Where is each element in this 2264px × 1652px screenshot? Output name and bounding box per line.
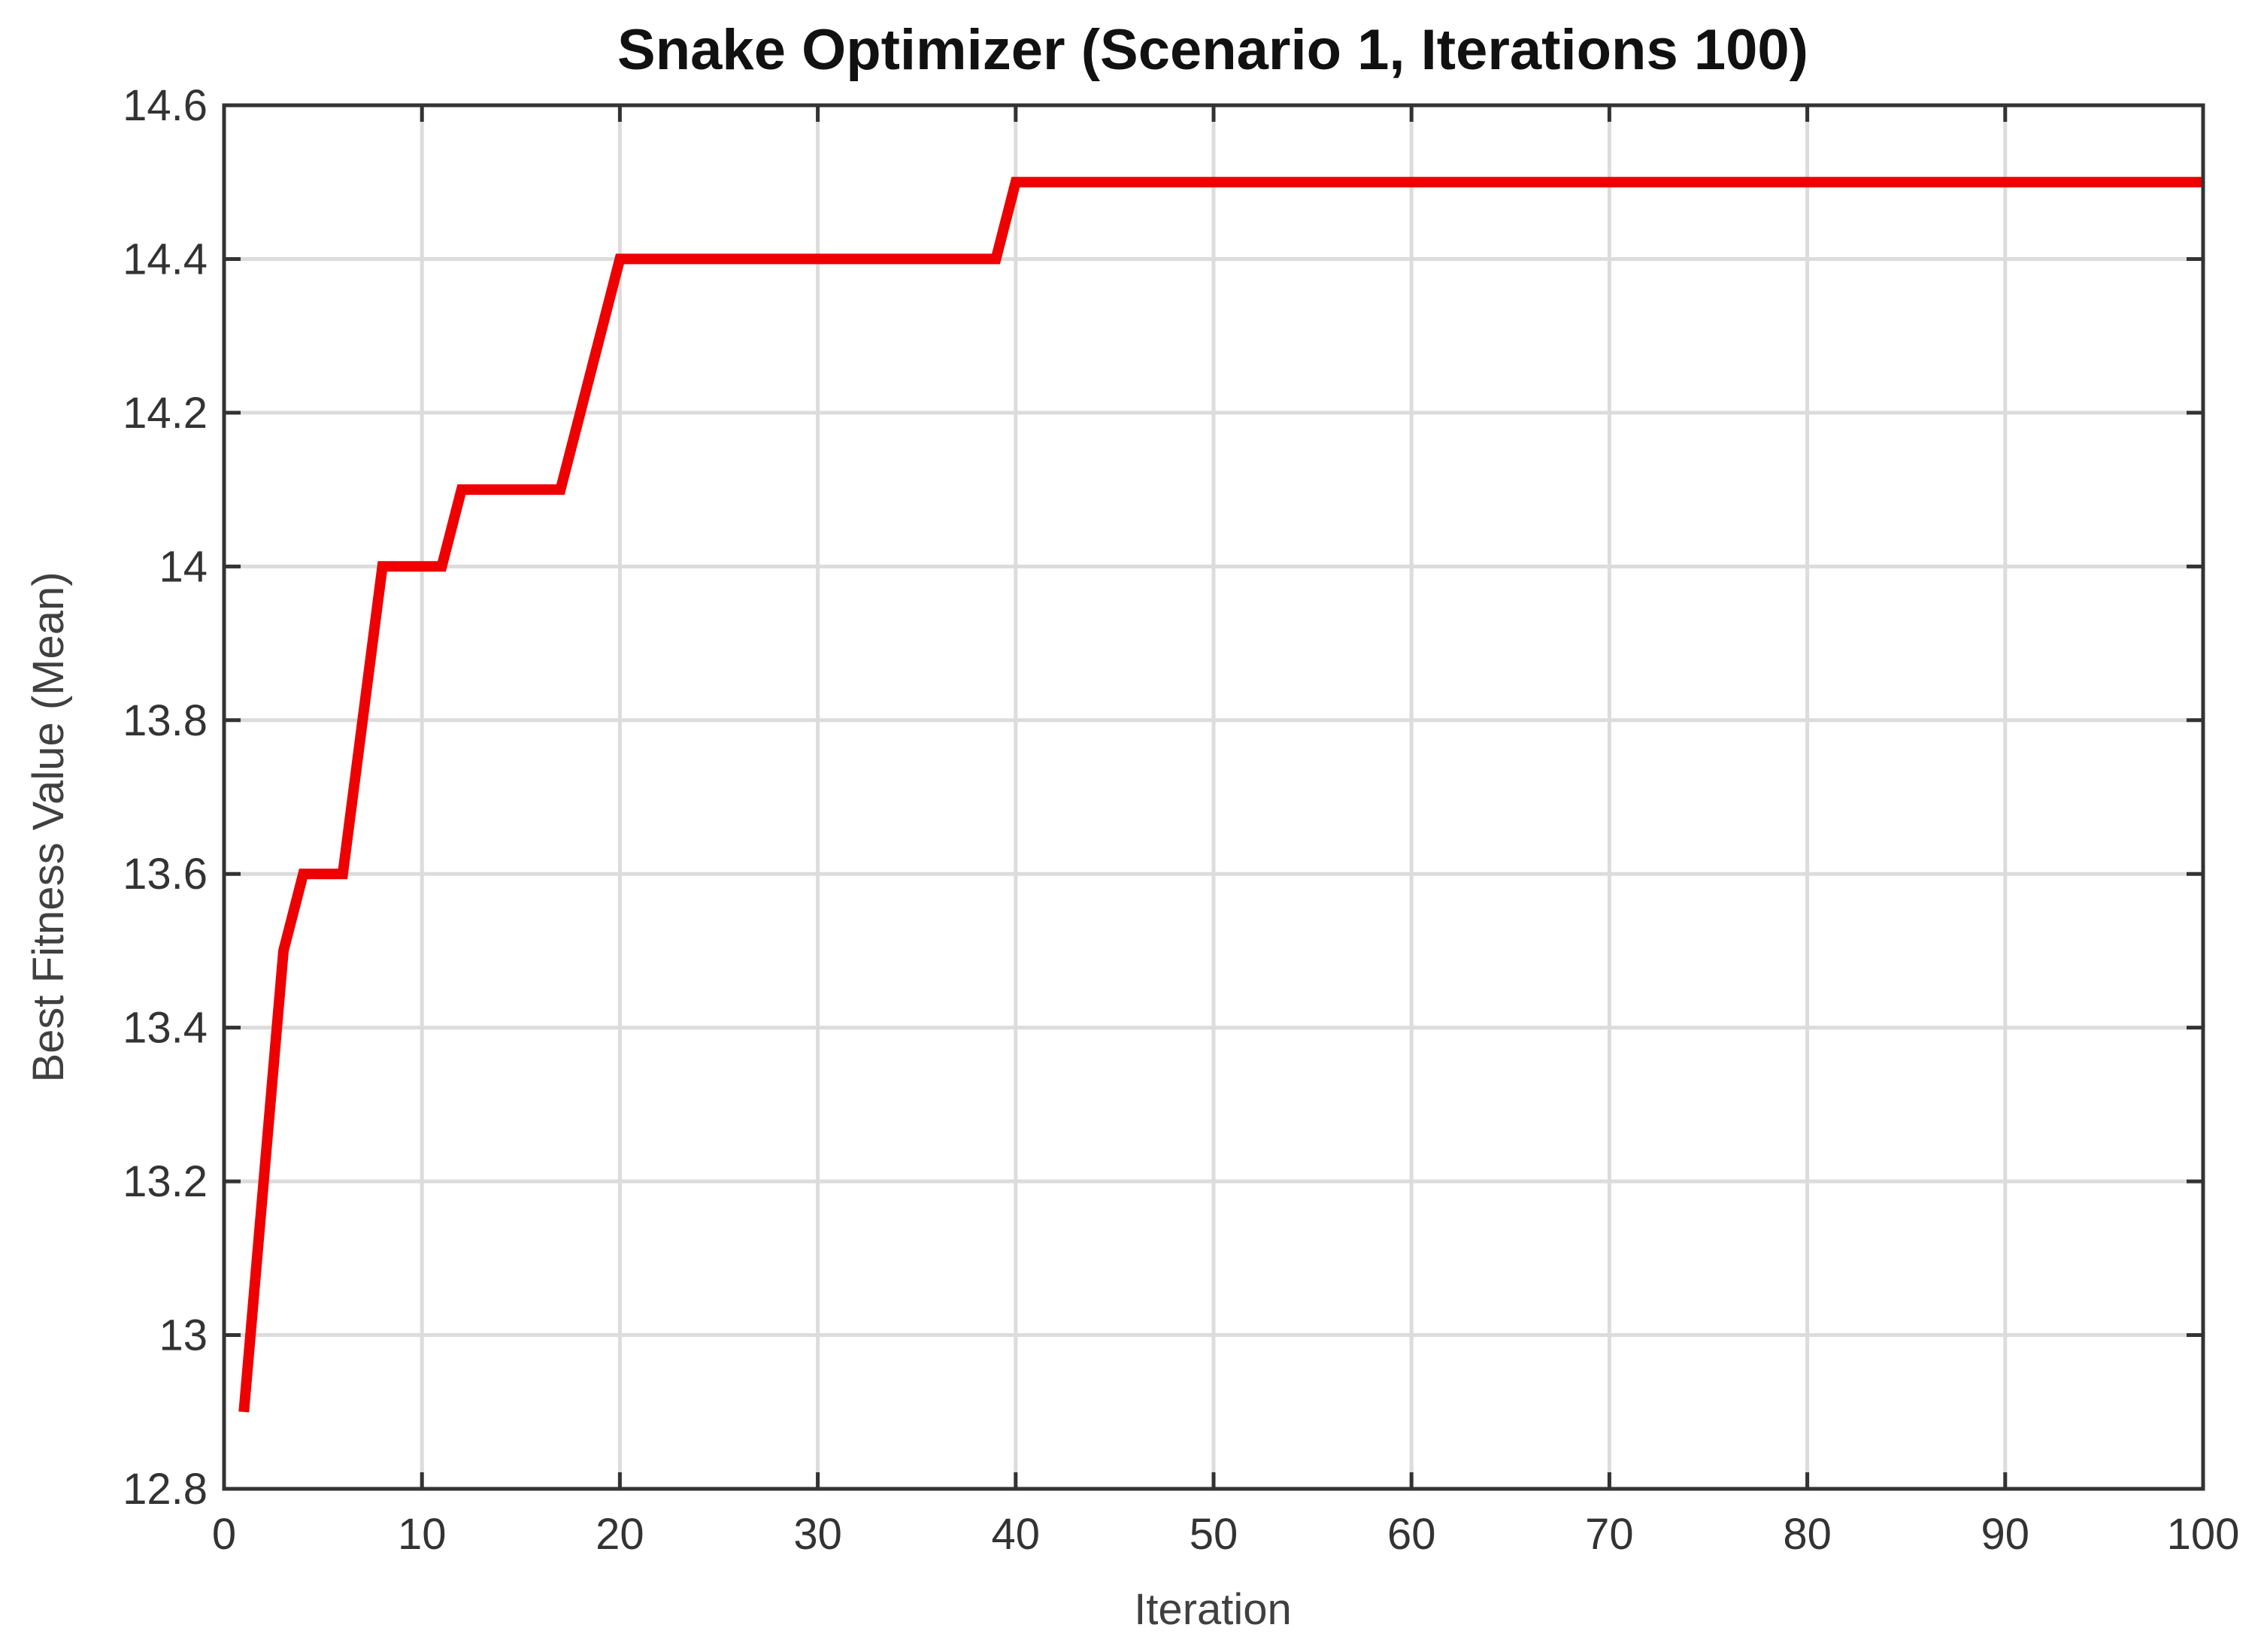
x-tick-label: 50 [1190, 1510, 1238, 1559]
y-tick-label: 13 [159, 1311, 208, 1360]
x-tick-label: 80 [1783, 1510, 1832, 1559]
y-tick-label: 14.6 [123, 81, 208, 130]
y-tick-label: 14 [159, 542, 208, 591]
x-tick-label: 40 [992, 1510, 1041, 1559]
series-layer [238, 177, 2203, 1413]
x-tick-label: 0 [212, 1510, 236, 1559]
x-tick-label: 100 [2167, 1510, 2240, 1559]
x-tick-label: 30 [793, 1510, 842, 1559]
x-tick-label: 90 [1981, 1510, 2030, 1559]
y-tick-label: 13.6 [123, 850, 208, 899]
y-tick-label: 13.2 [123, 1157, 208, 1206]
y-tick-labels: 12.8 13 13.2 13.4 13.6 13.8 14 14.2 14.4 14.6 [123, 81, 208, 1514]
x-tick-label: 10 [398, 1510, 447, 1559]
series-line [238, 177, 2203, 1413]
y-tick-label: 14.2 [123, 389, 208, 438]
grid [224, 105, 2203, 1489]
x-tick-label: 20 [596, 1510, 644, 1559]
y-tick-label: 14.4 [123, 235, 208, 283]
y-axis-label: Best Fitness Value (Mean) [24, 571, 73, 1082]
x-axis-label: Iteration [1134, 1585, 1292, 1634]
plot-frame [222, 103, 2205, 1491]
y-tick-label: 13.8 [123, 696, 208, 745]
x-tick-label: 70 [1585, 1510, 1634, 1559]
y-tick-label: 12.8 [123, 1465, 208, 1514]
y-tick-label: 13.4 [123, 1004, 208, 1053]
x-tick-labels: 0 10 20 30 40 50 60 70 80 90 100 [212, 1510, 2240, 1559]
x-tick-label: 60 [1387, 1510, 1436, 1559]
chart-title: Snake Optimizer (Scenario 1, Iterations … [617, 18, 1808, 82]
